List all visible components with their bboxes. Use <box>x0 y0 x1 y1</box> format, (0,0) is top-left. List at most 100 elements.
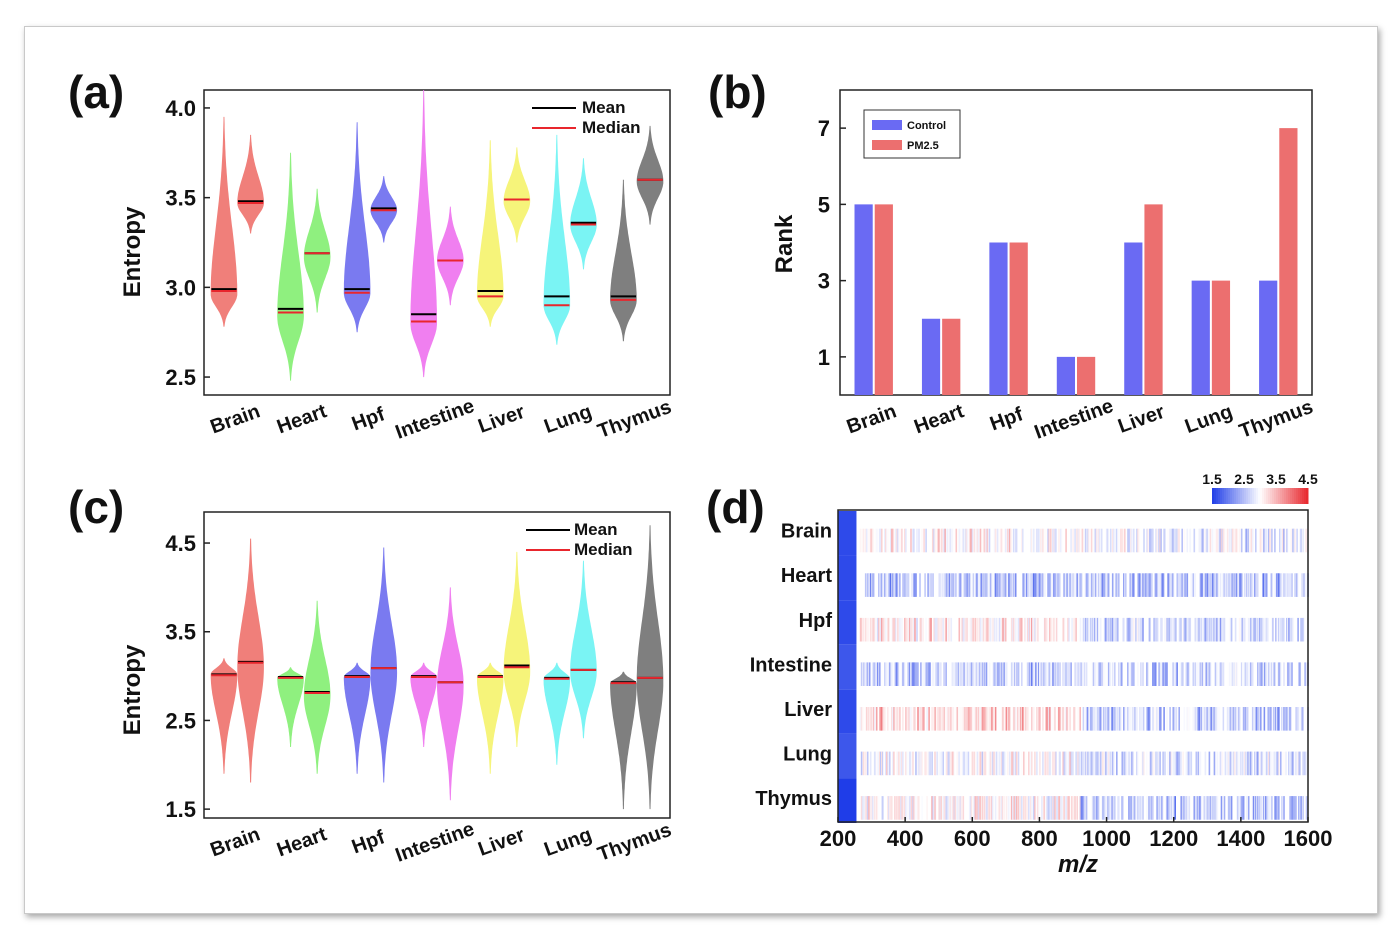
heatmap-cell <box>1183 528 1186 553</box>
heatmap-cell <box>1035 662 1037 686</box>
heatmap-cell <box>1246 707 1249 731</box>
heatmap-cell <box>1230 617 1233 642</box>
heatmap-cell <box>1007 796 1010 820</box>
heatmap-cell <box>1272 662 1274 686</box>
heatmap-cell <box>1188 707 1191 731</box>
heatmap-cell <box>1054 751 1056 776</box>
heatmap-cell <box>973 662 976 686</box>
heatmap-cell <box>1079 796 1081 820</box>
heatmap-cell <box>860 662 863 686</box>
heatmap-cell <box>1155 528 1157 553</box>
heatmap-cell <box>1054 796 1056 820</box>
heatmap-cell <box>901 662 903 686</box>
heatmap-cell <box>865 796 868 820</box>
colorbar-segment <box>1290 488 1293 504</box>
heatmap-cell <box>1260 707 1262 731</box>
heatmap-cell <box>1124 573 1126 597</box>
heatmap-cell <box>1242 707 1245 731</box>
heatmap-cell <box>1092 617 1095 642</box>
heatmap-cell <box>1099 617 1102 642</box>
heatmap-cell <box>1281 707 1283 731</box>
heatmap-cell <box>1169 573 1171 597</box>
heatmap-cell <box>1044 528 1046 553</box>
heatmap-cell <box>881 707 883 731</box>
panel-a-violin-intestine <box>410 90 437 378</box>
heatmap-cell <box>931 751 933 776</box>
heatmap-cell <box>1045 662 1047 686</box>
heatmap-cell <box>866 617 869 642</box>
panel-a-violin-brain <box>237 134 264 234</box>
heatmap-cell <box>1240 573 1243 597</box>
heatmap-cell <box>907 573 909 597</box>
heatmap-cell <box>1240 528 1243 553</box>
heatmap-cell <box>1082 617 1085 642</box>
heatmap-cell <box>1053 573 1055 597</box>
heatmap-cell <box>1229 617 1232 642</box>
heatmap-cell <box>1281 617 1283 642</box>
heatmap-cell <box>986 573 989 597</box>
heatmap-cell <box>1115 617 1117 642</box>
heatmap-cell <box>900 662 902 686</box>
heatmap-cell <box>1016 617 1019 642</box>
heatmap-cell <box>1017 662 1020 686</box>
panel-c-ytick-label: 4.5 <box>165 531 196 556</box>
heatmap-cell <box>1003 617 1006 642</box>
heatmap-cell <box>882 573 884 597</box>
heatmap-cell <box>1133 573 1135 597</box>
panel-b-legend-pm25-swatch <box>872 140 902 150</box>
heatmap-cell <box>1017 617 1020 642</box>
heatmap-cell <box>1012 796 1015 820</box>
heatmap-cell <box>1049 796 1051 820</box>
heatmap-cell <box>1132 662 1134 686</box>
heatmap-cell <box>1281 573 1283 597</box>
heatmap-cell <box>943 796 945 820</box>
heatmap-cell <box>984 573 987 597</box>
heatmap-cell <box>873 662 876 686</box>
heatmap-cell <box>1090 707 1093 731</box>
panel-a-ytick-label: 4.0 <box>165 96 196 121</box>
heatmap-cell <box>990 796 993 820</box>
heatmap-cell <box>945 617 947 642</box>
heatmap-cell <box>867 796 870 820</box>
heatmap-cell <box>1190 573 1193 597</box>
panel-c-violin-liver <box>476 662 504 774</box>
heatmap-cell <box>1268 528 1270 553</box>
heatmap-cell <box>973 707 976 731</box>
panel-c-violin-heart <box>277 667 304 747</box>
heatmap-cell <box>1145 573 1147 597</box>
heatmap-cell <box>999 573 1002 597</box>
heatmap-cell <box>1203 707 1206 731</box>
heatmap-cell <box>921 751 923 776</box>
heatmap-cell <box>1179 662 1181 686</box>
panel-b-legend: Control PM2.5 <box>863 109 961 159</box>
heatmap-cell <box>1031 796 1033 820</box>
heatmap-cell <box>930 573 932 597</box>
panel-c-legend-mean: Mean <box>574 520 617 539</box>
heatmap-cell <box>950 707 953 731</box>
panel-b-ytick-label: 3 <box>818 269 830 294</box>
heatmap-cell <box>976 528 979 553</box>
colorbar-segment <box>1262 488 1265 504</box>
heatmap-cell <box>1273 707 1275 731</box>
heatmap-cell <box>909 662 911 686</box>
heatmap-cell <box>1259 528 1261 553</box>
heatmap-cell <box>1186 751 1189 776</box>
heatmap-cell <box>862 662 865 686</box>
colorbar-segment <box>1274 488 1277 504</box>
heatmap-cell <box>1015 662 1018 686</box>
heatmap-cell <box>885 617 887 642</box>
heatmap-cell <box>1000 751 1003 776</box>
panel-a-xtick-label: Intestine <box>393 395 478 444</box>
heatmap-cell <box>1236 751 1239 776</box>
heatmap-cell <box>938 617 940 642</box>
heatmap-cell <box>1166 662 1168 686</box>
heatmap-cell <box>915 573 917 597</box>
heatmap-cell <box>904 662 906 686</box>
heatmap-cell <box>901 751 903 776</box>
heatmap-cell <box>1269 751 1271 776</box>
heatmap-cell <box>1275 617 1277 642</box>
heatmap-cell <box>1241 751 1244 776</box>
heatmap-cell <box>1293 796 1295 820</box>
colorbar-segment <box>1214 488 1217 504</box>
heatmap-cell <box>1001 796 1004 820</box>
